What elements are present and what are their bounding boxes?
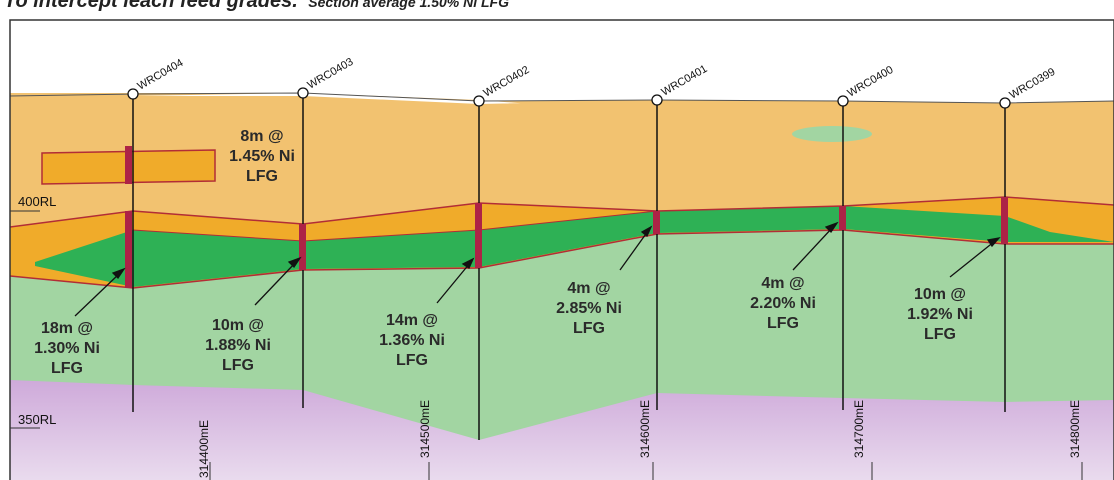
intercept-label-grade: 1.30% Ni — [34, 340, 100, 357]
collar-marker — [473, 95, 485, 107]
intercept-bar-wrc0404 — [125, 211, 132, 288]
intercept-label-length: 10m @ — [914, 286, 966, 303]
collar-marker — [651, 94, 663, 106]
intercept-label-type: LFG — [573, 320, 605, 337]
intercept-label-length: 10m @ — [212, 317, 264, 334]
easting-axis: 314400mE 314500mE 314600mE 314700mE 3148… — [197, 400, 1083, 480]
section-title: To intercept leach feed grades. Section … — [4, 0, 509, 12]
easting-label-314400: 314400mE — [197, 420, 211, 478]
intercept-label-length: 14m @ — [386, 312, 438, 329]
ore-top-boundary — [10, 196, 1114, 228]
hole-label-wrc0404: WRC0404 — [136, 57, 186, 93]
arrow-head — [986, 237, 1001, 248]
intercept-label-type: LFG — [767, 315, 799, 332]
easting-label-314600: 314600mE — [638, 400, 652, 458]
leader-line — [949, 240, 996, 278]
intercept-label-type: LFG — [396, 352, 428, 369]
intercept-label-grade: 1.92% Ni — [907, 306, 973, 323]
intercept-label-grade: 1.45% Ni — [229, 148, 295, 165]
intercept-label-grade: 1.36% Ni — [379, 332, 445, 349]
intercept-bar-wrc0403 — [299, 224, 306, 270]
leader-line — [619, 230, 649, 271]
arrow-head — [111, 267, 126, 280]
easting-label-314500: 314500mE — [418, 400, 432, 458]
green-lens — [792, 126, 872, 142]
arrow-head — [824, 221, 839, 234]
saprolite-layer — [10, 230, 1114, 440]
intercept-label-type: LFG — [51, 360, 83, 377]
intercept-label-length: 4m @ — [567, 280, 610, 297]
arrow-head — [640, 225, 653, 238]
hole-label-wrc0400: WRC0400 — [846, 64, 896, 100]
leader-line — [254, 261, 297, 306]
leader-line — [74, 272, 121, 317]
collar-marker — [127, 88, 139, 100]
collar-marker — [999, 97, 1011, 109]
ore-bottom-boundary — [10, 229, 1114, 289]
arrow-head — [287, 256, 302, 269]
title-main: To intercept leach feed grades. — [4, 0, 298, 12]
arrow-head — [461, 257, 475, 269]
leader-line — [792, 226, 834, 271]
intercept-label-grade: 1.88% Ni — [205, 337, 271, 354]
intercept-label-length: 8m @ — [240, 128, 283, 145]
intercept-bar-wrc0402 — [475, 203, 482, 268]
leader-line — [436, 262, 471, 304]
topography-line — [10, 92, 1114, 104]
intercept-label-type: LFG — [246, 168, 278, 185]
intercept-bar-wrc0400 — [839, 206, 846, 230]
intercept-label-length: 18m @ — [41, 320, 93, 337]
intercept-label-type: LFG — [222, 357, 254, 374]
title-subtitle: Section average 1.50% Ni LFG — [308, 0, 509, 10]
collar-marker — [297, 87, 309, 99]
leader-arrows — [74, 221, 1001, 317]
intercept-bar-wrc0401 — [653, 211, 660, 234]
hole-label-wrc0402: WRC0402 — [482, 64, 532, 100]
collar-marker — [837, 95, 849, 107]
section-frame — [9, 19, 1114, 480]
hole-label-wrc0401: WRC0401 — [660, 63, 710, 99]
easting-label-314700: 314700mE — [852, 400, 866, 458]
hole-label-wrc0399: WRC0399 — [1008, 66, 1058, 102]
rl-label-350: 350RL — [18, 412, 56, 427]
easting-label-314800: 314800mE — [1068, 400, 1082, 458]
intercept-label-type: LFG — [924, 326, 956, 343]
rl-label-400: 400RL — [18, 194, 56, 209]
intercept-bar-wrc0404-upper — [125, 146, 132, 184]
intercept-bar-wrc0399 — [1001, 197, 1008, 244]
hole-label-wrc0403: WRC0403 — [306, 56, 356, 92]
high-grade-boundary — [132, 210, 658, 242]
intercept-label-grade: 2.20% Ni — [750, 295, 816, 312]
intercept-bars — [125, 146, 1008, 288]
intercept-labels: 8m @ 1.45% Ni LFG 18m @ 1.30% Ni LFG 10m… — [34, 128, 973, 377]
intercept-label-grade: 2.85% Ni — [556, 300, 622, 317]
intercept-label-length: 4m @ — [761, 275, 804, 292]
